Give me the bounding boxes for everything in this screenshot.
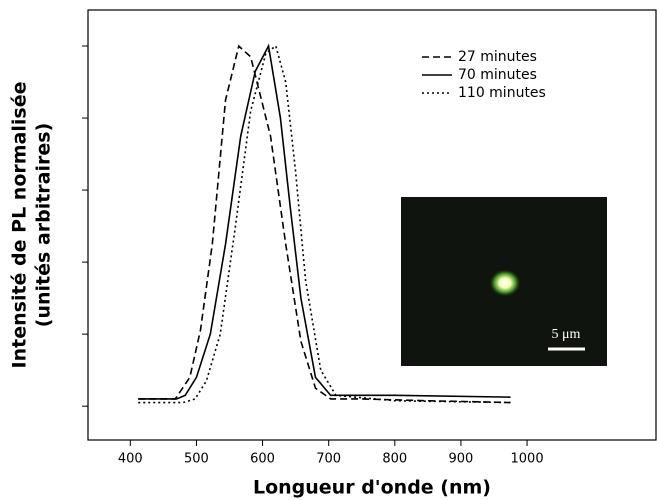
data-line xyxy=(138,44,511,404)
data-line xyxy=(138,43,511,400)
x-tick-label: 800 xyxy=(382,452,407,467)
x-tick-label: 900 xyxy=(449,452,474,467)
legend-label: 27 minutes xyxy=(458,49,537,65)
inset-image: 5 μm xyxy=(401,197,607,366)
x-tick-label: 500 xyxy=(184,452,209,467)
scale-label: 5 μm xyxy=(552,327,581,342)
x-tick-label: 600 xyxy=(250,452,275,467)
x-tick-label: 1000 xyxy=(511,452,544,467)
plot-frame xyxy=(87,9,657,441)
emission-spot xyxy=(489,269,521,297)
x-tick-label: 700 xyxy=(316,452,341,467)
legend-label: 70 minutes xyxy=(458,67,537,83)
y-axis-title: Intensité de PL normalisée xyxy=(9,82,31,369)
legend-label: 110 minutes xyxy=(458,85,546,101)
x-tick-label: 400 xyxy=(118,452,143,467)
x-axis-title: Longueur d'onde (nm) xyxy=(253,477,491,499)
y-axis-title: (unités arbitraires) xyxy=(33,123,55,327)
